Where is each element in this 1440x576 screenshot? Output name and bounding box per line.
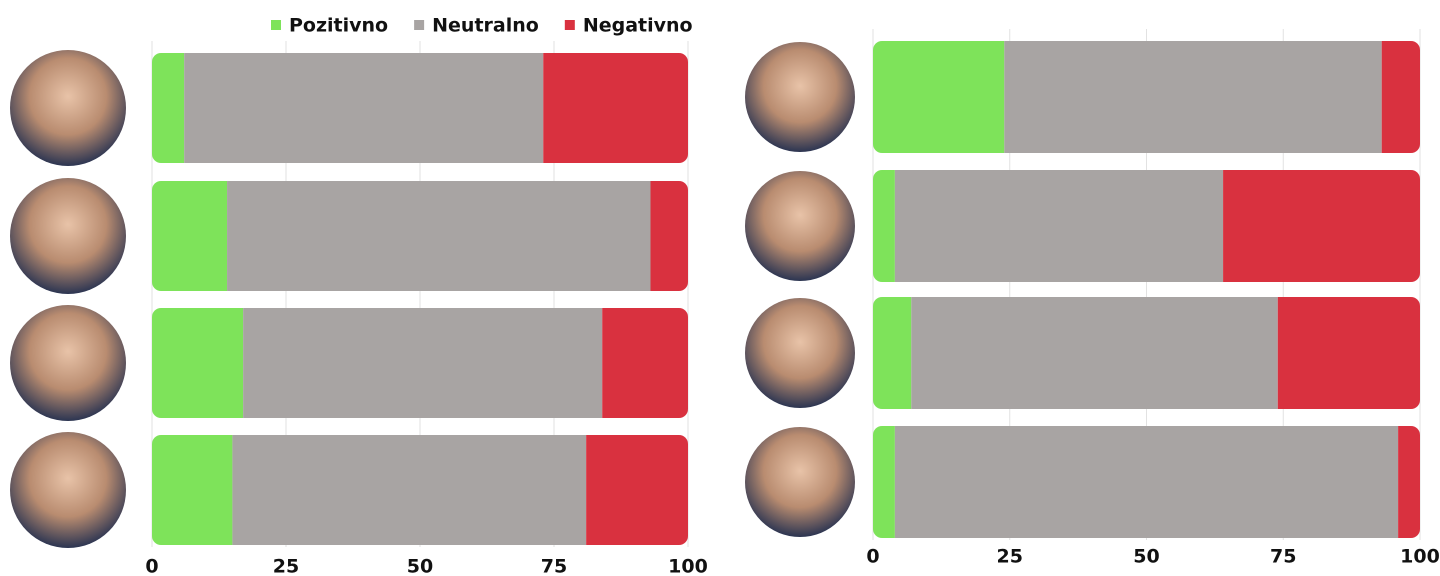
bar-segment <box>1223 170 1420 282</box>
bar-segment <box>873 41 1004 153</box>
x-tick-label: 25 <box>997 546 1023 568</box>
bar-row <box>873 170 1420 282</box>
bar-segment <box>152 435 232 545</box>
x-tick-label: 100 <box>1400 546 1440 568</box>
x-tick-label: 75 <box>1270 546 1296 568</box>
bar-row <box>152 435 688 545</box>
x-tick-label: 0 <box>866 546 879 568</box>
bar-segment <box>243 308 602 418</box>
avatar <box>10 178 126 294</box>
x-tick-label: 100 <box>668 556 708 576</box>
bar-segment <box>873 170 895 282</box>
bar-segment <box>895 170 1223 282</box>
bar-row <box>873 426 1420 538</box>
x-tick-label: 50 <box>407 556 433 576</box>
avatar <box>745 427 855 537</box>
x-tick-label: 50 <box>1133 546 1159 568</box>
legend-marker <box>414 20 424 30</box>
avatar <box>745 171 855 281</box>
bar-segment <box>586 435 688 545</box>
bar-segment <box>152 181 227 291</box>
bar-row <box>873 41 1420 153</box>
bar-segment <box>227 181 650 291</box>
bar-segment <box>152 308 243 418</box>
legend-label: Pozitivno <box>289 15 388 37</box>
bar-segment <box>1004 41 1381 153</box>
bar-row <box>152 53 688 163</box>
avatar <box>10 50 126 166</box>
bar-segment <box>1382 41 1420 153</box>
avatar <box>745 298 855 408</box>
bar-segment <box>650 181 688 291</box>
bar-segment <box>184 53 543 163</box>
avatar <box>10 305 126 421</box>
legend-marker <box>565 20 575 30</box>
legend-label: Neutralno <box>432 15 539 37</box>
legend-marker <box>271 20 281 30</box>
x-tick-label: 75 <box>541 556 567 576</box>
bar-segment <box>1398 426 1420 538</box>
bar-segment <box>602 308 688 418</box>
x-tick-label: 25 <box>273 556 299 576</box>
page: {"chart_data": [ {"type": "bar", "orient… <box>0 0 1440 576</box>
bar-row <box>152 308 688 418</box>
avatar <box>10 432 126 548</box>
bar-segment <box>895 426 1398 538</box>
bar-row <box>873 297 1420 409</box>
chart: 0 25 50 75 100 Pozitivno Neutralno Negativno 0 25… <box>0 0 1440 576</box>
bar-segment <box>873 426 895 538</box>
bar-segment <box>152 53 184 163</box>
avatar <box>745 42 855 152</box>
bar-segment <box>873 297 911 409</box>
bar-segment <box>1278 297 1420 409</box>
legend-label: Negativno <box>583 15 693 37</box>
x-tick-label: 0 <box>145 556 158 576</box>
bar-segment <box>543 53 688 163</box>
bar-segment <box>232 435 586 545</box>
bar-row <box>152 181 688 291</box>
bar-segment <box>911 297 1277 409</box>
